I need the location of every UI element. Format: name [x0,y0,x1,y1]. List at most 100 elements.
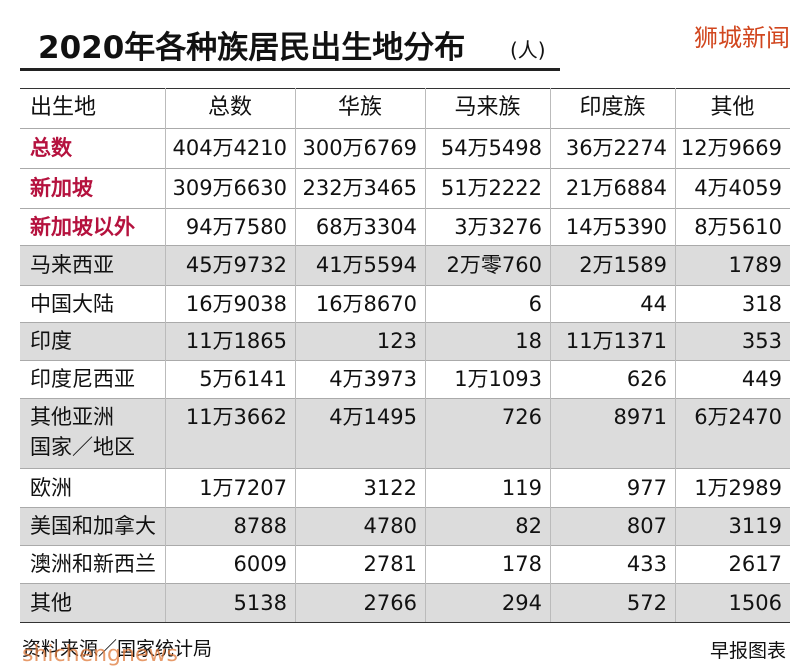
cell-value: 8971 [613,405,667,429]
cell-value: 1万1093 [454,367,542,391]
cell-value: 2617 [728,552,782,576]
row-label: 印度尼西亚 [30,367,135,391]
row-rule [20,398,790,399]
title-rule [20,68,560,71]
row-label: 总数 [30,136,72,160]
cell-value: 353 [741,329,782,353]
row-shade [20,507,790,545]
unit: (人) [510,38,546,62]
row-rule [20,285,790,286]
row-rule [20,88,790,89]
row-rule [20,545,790,546]
column-header: 印度族 [579,95,646,120]
row-label: 美国和加拿大 [30,514,156,538]
cell-value: 11万1371 [565,329,667,353]
cell-value: 16万8670 [315,291,417,316]
source: 资料来源／国家统计局 [22,638,213,660]
cell-value: 11万1865 [185,329,287,353]
cell-value: 449 [741,367,782,391]
credit: 早报图表 [709,640,786,662]
row-rule [20,360,790,361]
row-shade [20,322,790,360]
cell-value: 3122 [363,475,417,500]
cell-value: 2781 [363,552,417,576]
cell-value: 123 [376,329,417,353]
cell-value: 807 [626,514,667,538]
cell-value: 318 [741,291,782,316]
row-label: 马来西亚 [30,253,114,277]
cell-value: 433 [626,552,667,576]
cell-value: 21万6884 [565,176,667,200]
cell-value: 300万6769 [302,136,417,160]
cell-value: 5万6141 [199,367,287,391]
watermark: 狮城新闻 [694,24,790,52]
watermark: shichengnews [22,642,178,667]
row-label: 新加坡以外 [30,214,135,239]
row-rule [20,128,790,129]
row-rule [20,168,790,169]
cell-value: 18 [515,329,542,353]
cell-value: 4780 [363,514,417,538]
cell-value: 2766 [363,590,417,615]
cell-value: 4万1495 [329,405,417,429]
cell-value: 5138 [233,590,287,615]
col-rule [295,88,296,622]
cell-value: 8788 [233,514,287,538]
cell-value: 41万5594 [315,253,417,277]
column-header: 出生地 [30,95,97,120]
cell-value: 626 [626,367,667,391]
row-rule [20,245,790,246]
row-rule [20,583,790,584]
cell-value: 4万3973 [329,367,417,391]
cell-value: 4万4059 [694,176,782,200]
cell-value: 2万零760 [446,253,542,277]
cell-value: 44 [640,291,667,316]
cell-value: 16万9038 [185,291,287,316]
cell-value: 54万5498 [440,136,542,160]
row-label: 中国大陆 [30,291,114,316]
row-rule [20,507,790,508]
cell-value: 1万7207 [199,475,287,500]
cell-value: 1506 [728,590,782,615]
title: 2020年各种族居民出生地分布 [38,30,466,66]
cell-value: 119 [501,475,542,500]
cell-value: 977 [626,475,667,500]
cell-value: 6 [528,291,542,316]
cell-value: 726 [501,405,542,429]
cell-value: 3万3276 [454,214,542,239]
cell-value: 2万1589 [579,253,667,277]
cell-value: 12万9669 [680,136,782,160]
row-shade [20,245,790,285]
cell-value: 14万5390 [565,214,667,239]
row-label: 其他亚洲 国家／地区 [30,405,135,459]
row-label: 澳洲和新西兰 [30,552,156,576]
cell-value: 294 [501,590,542,615]
row-shade [20,583,790,622]
cell-value: 1万2989 [694,475,782,500]
row-label: 印度 [30,329,72,353]
row-label: 新加坡 [30,176,93,200]
row-rule [20,322,790,323]
cell-value: 309万6630 [172,176,287,200]
cell-value: 3119 [728,514,782,538]
col-rule [165,88,166,622]
column-header: 其他 [710,95,755,120]
row-shade [20,398,790,468]
row-label: 欧洲 [30,475,72,500]
cell-value: 94万7580 [185,214,287,239]
col-rule [550,88,551,622]
cell-value: 6009 [233,552,287,576]
column-header: 华族 [337,95,382,120]
row-rule [20,468,790,469]
cell-value: 404万4210 [172,136,287,160]
cell-value: 8万5610 [694,214,782,239]
cell-value: 82 [515,514,542,538]
cell-value: 68万3304 [315,214,417,239]
col-rule [425,88,426,622]
cell-value: 45万9732 [185,253,287,277]
cell-value: 178 [501,552,542,576]
column-header: 总数 [207,95,252,120]
col-rule [675,88,676,622]
cell-value: 232万3465 [302,176,417,200]
